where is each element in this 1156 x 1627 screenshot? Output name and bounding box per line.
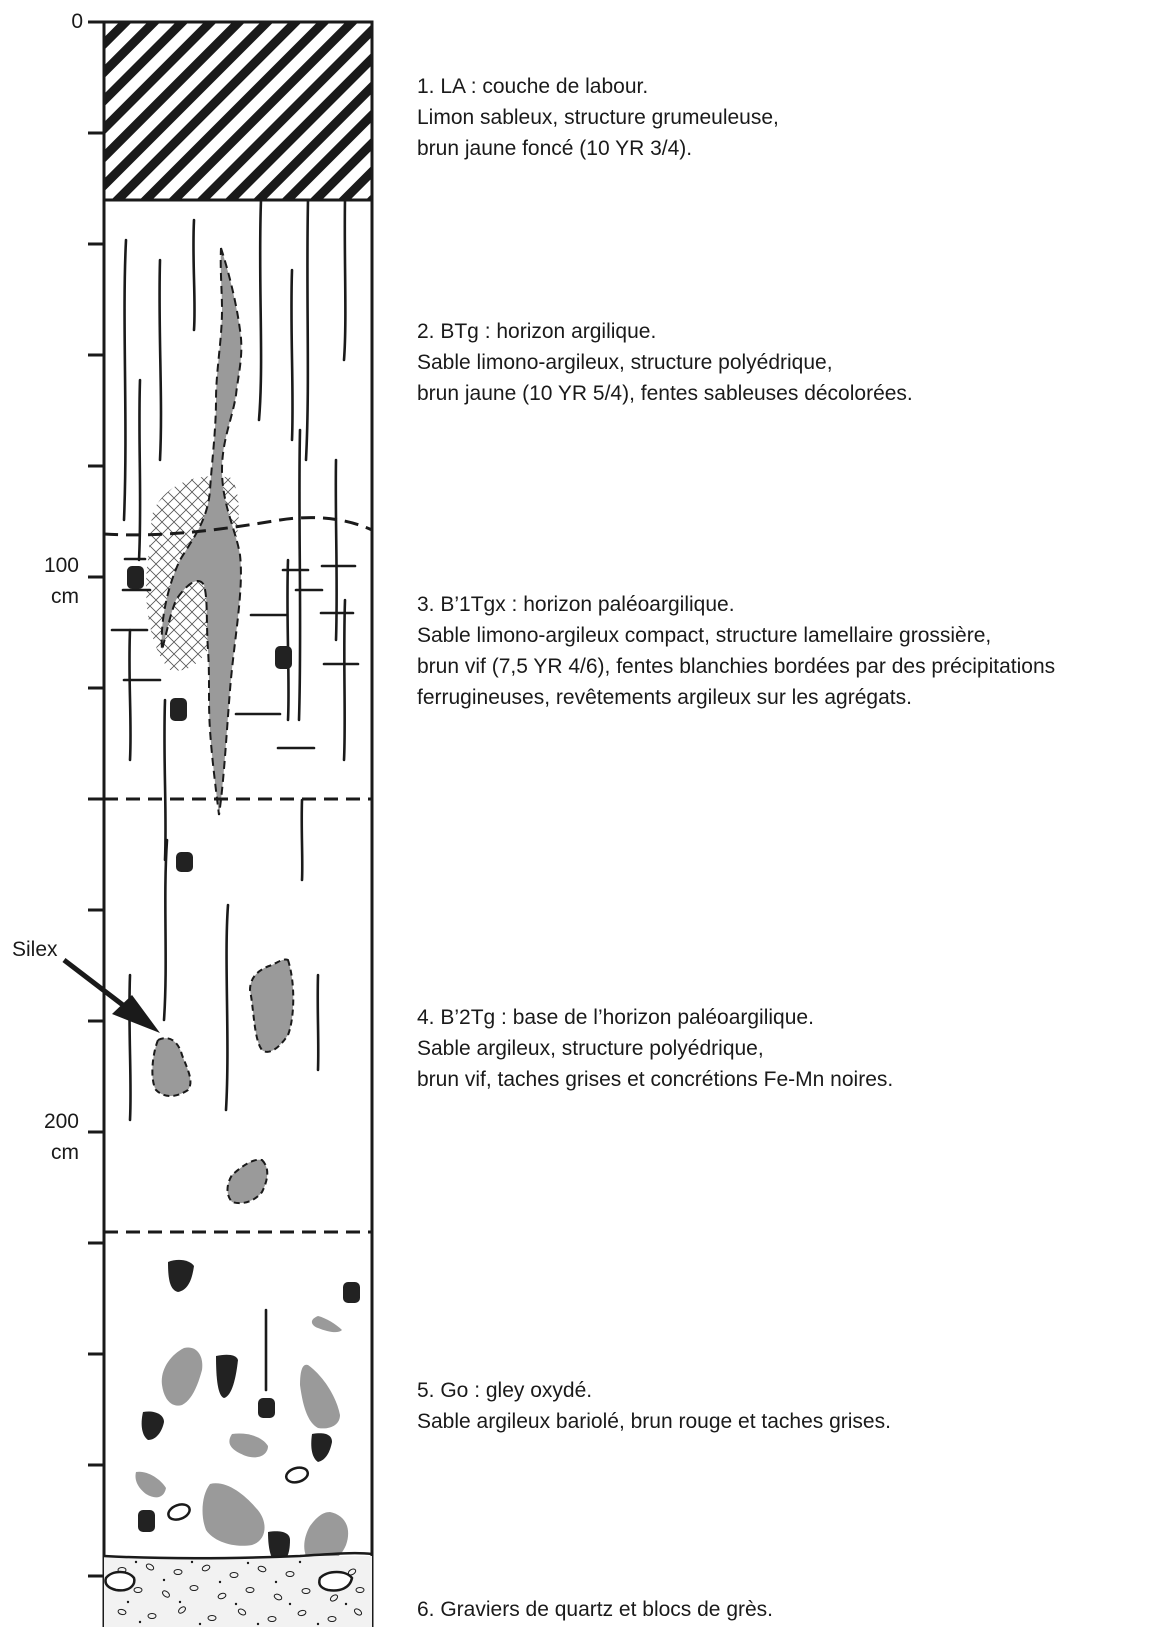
horizon-5-title: 5. Go : gley oxydé.: [417, 1379, 593, 1402]
horizon-6-description: 6. Graviers de quartz et blocs de grès.: [417, 1594, 773, 1625]
gravel-dots: [126, 1560, 348, 1626]
horizon-1-hatch: [102, 20, 374, 202]
horizon-4-line-1: Sable argileux, structure polyédrique,: [417, 1037, 764, 1060]
horizon-2-line-2: brun jaune (10 YR 5/4), fentes sableuses…: [417, 382, 913, 405]
lamellar-lines: [110, 557, 360, 750]
horizon-boundaries: [103, 516, 373, 1234]
horizon-5-description: 5. Go : gley oxydé. Sable argileux bario…: [417, 1375, 891, 1437]
horizon-3-description: 3. B’1Tgx : horizon paléoargilique. Sabl…: [417, 589, 1055, 713]
horizon-2-description: 2. BTg : horizon argilique. Sable limono…: [417, 316, 913, 409]
grey-patches-horizon-4: [151, 958, 295, 1205]
profile-column: [102, 22, 374, 1627]
horizon-1-line-1: Limon sableux, structure grumeuleuse,: [417, 106, 779, 129]
horizon-3-line-2: brun vif (7,5 YR 4/6), fentes blanchies …: [417, 655, 1056, 678]
horizon-6-title: 6. Graviers de quartz et blocs de grès.: [417, 1598, 774, 1621]
horizon-2-title: 2. BTg : horizon argilique.: [417, 320, 657, 343]
horizon-2-line-1: Sable limono-argileux, structure polyédr…: [417, 351, 833, 374]
gravel-boundary: [103, 1551, 373, 1560]
horizon-3-line-3: ferrugineuses, revêtements argileux sur …: [417, 686, 912, 709]
silex-arrow: [62, 958, 160, 1033]
horizon-1-title: 1. LA : couche de labour.: [417, 75, 649, 98]
horizon-4-line-2: brun vif, taches grises et concrétions F…: [417, 1068, 894, 1091]
horizon-5-line-1: Sable argileux bariolé, brun rouge et ta…: [417, 1410, 891, 1433]
depth-label-200-unit: cm: [51, 1141, 79, 1164]
silex-label: Silex: [12, 938, 58, 961]
sandstone-blocks: [104, 1570, 354, 1592]
horizon-3-line-1: Sable limono-argileux compact, structure…: [417, 624, 992, 647]
depth-axis: [88, 20, 104, 1578]
pebbles-horizon-5: [167, 1466, 310, 1521]
depth-label-100-unit: cm: [51, 585, 79, 608]
fe-mn-concretions-lower: [138, 1259, 360, 1564]
gravel-pebbles: [117, 1563, 365, 1622]
horizon-4-description: 4. B’2Tg : base de l’horizon paléoargili…: [417, 1002, 893, 1095]
horizon-4-title: 4. B’2Tg : base de l’horizon paléoargili…: [417, 1006, 814, 1029]
horizon-1-line-2: brun jaune foncé (10 YR 3/4).: [417, 137, 693, 160]
horizon-1-description: 1. LA : couche de labour. Limon sableux,…: [417, 71, 779, 164]
horizon-3-title: 3. B’1Tgx : horizon paléoargilique.: [417, 593, 735, 616]
depth-label-200: 200: [44, 1110, 79, 1133]
depth-label-100: 100: [44, 554, 79, 577]
grey-patches-horizon-5: [135, 1316, 349, 1566]
depth-label-0: 0: [71, 10, 83, 33]
fe-mn-concretions-upper: [127, 566, 292, 872]
